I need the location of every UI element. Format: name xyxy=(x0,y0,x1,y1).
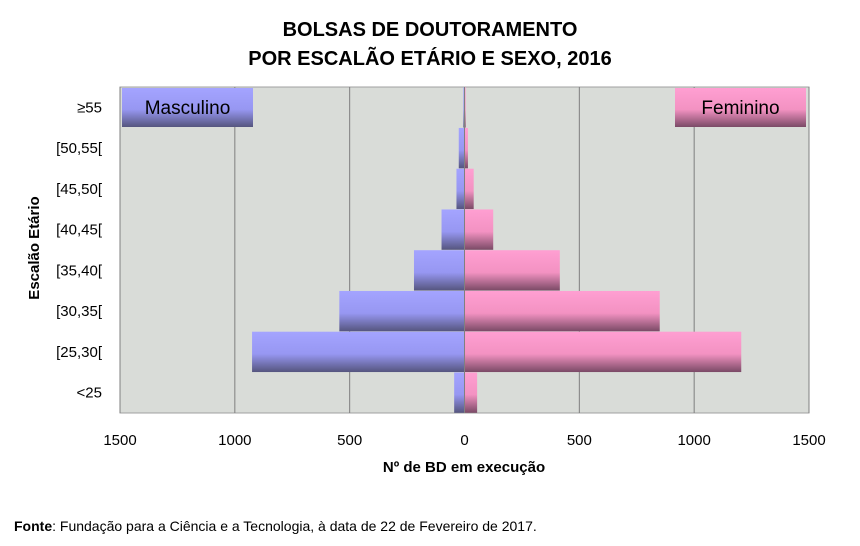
bar-masculino-5 xyxy=(456,168,465,210)
bar-masculino-4 xyxy=(441,209,465,250)
y-tick-label-5: [45,50[ xyxy=(56,181,103,198)
bar-feminino-0 xyxy=(464,372,478,413)
legend-masculino-box xyxy=(122,88,253,127)
x-axis-title: Nº de BD em execução xyxy=(383,459,545,476)
x-tick-label-5: 1000 xyxy=(677,432,710,449)
bar-feminino-6 xyxy=(464,127,468,169)
x-tick-label-3: 0 xyxy=(460,432,468,449)
bar-masculino-1 xyxy=(252,331,465,373)
bar-feminino-2 xyxy=(464,290,660,332)
y-tick-label-0: <25 xyxy=(77,385,102,402)
y-tick-label-2: [30,35[ xyxy=(56,303,103,320)
chart-title-line-2: POR ESCALÃO ETÁRIO E SEXO, 2016 xyxy=(248,48,612,70)
bar-feminino-4 xyxy=(464,209,494,250)
y-tick-label-1: [25,30[ xyxy=(56,344,103,361)
source-note: Fonte: Fundação para a Ciência e a Tecno… xyxy=(14,518,537,534)
bar-feminino-7 xyxy=(464,87,466,128)
x-tick-label-4: 500 xyxy=(567,432,592,449)
bar-feminino-3 xyxy=(464,250,560,291)
chart-title-line-1: BOLSAS DE DOUTORAMENTO xyxy=(282,19,578,41)
y-tick-label-7: ≥55 xyxy=(77,99,102,116)
bar-masculino-2 xyxy=(339,290,465,332)
y-tick-label-6: [50,55[ xyxy=(56,140,103,157)
legend-feminino-box xyxy=(675,88,806,127)
bar-masculino-0 xyxy=(454,372,465,413)
bar-masculino-6 xyxy=(458,127,465,169)
legend-masculino-label: Masculino xyxy=(145,98,231,119)
legend-feminino-label: Feminino xyxy=(701,98,779,119)
chart-title: BOLSAS DE DOUTORAMENTO POR ESCALÃO ETÁRI… xyxy=(0,16,860,74)
bar-feminino-5 xyxy=(464,168,474,210)
bar-masculino-3 xyxy=(413,250,465,291)
x-tick-label-0: 1500 xyxy=(103,432,136,449)
y-tick-label-4: [40,45[ xyxy=(56,222,103,239)
bar-feminino-1 xyxy=(464,331,742,373)
x-tick-label-6: 1500 xyxy=(792,432,825,449)
source-text: : Fundação para a Ciência e a Tecnologia… xyxy=(52,518,537,534)
y-tick-label-3: [35,40[ xyxy=(56,262,103,279)
x-tick-label-1: 1000 xyxy=(218,432,251,449)
source-label: Fonte xyxy=(14,518,53,534)
x-tick-label-2: 500 xyxy=(337,432,362,449)
y-axis-title: Escalão Etário xyxy=(26,196,43,299)
bar-masculino-7 xyxy=(463,87,465,128)
